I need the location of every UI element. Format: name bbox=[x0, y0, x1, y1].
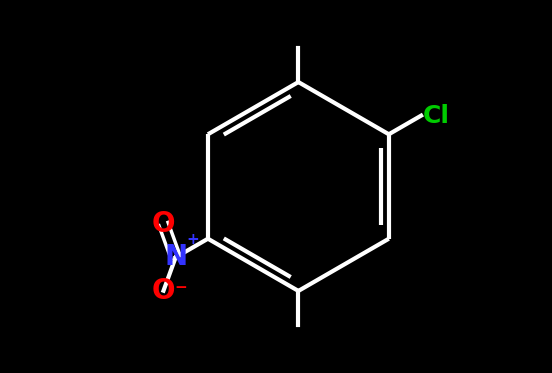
Text: O: O bbox=[152, 277, 176, 305]
Text: −: − bbox=[174, 280, 187, 295]
Text: O: O bbox=[152, 210, 176, 238]
Text: N: N bbox=[164, 243, 187, 272]
Text: Cl: Cl bbox=[423, 104, 450, 128]
Text: +: + bbox=[186, 232, 199, 247]
